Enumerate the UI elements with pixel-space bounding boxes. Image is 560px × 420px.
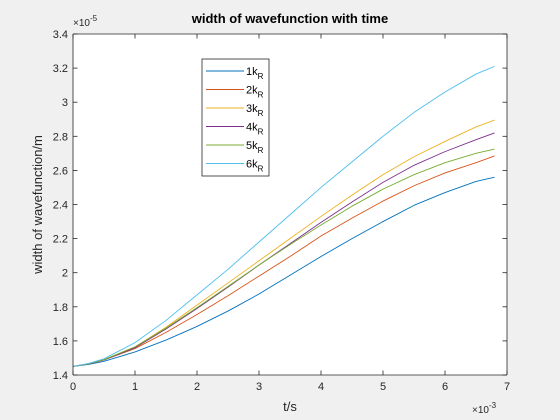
legend-label-5: 5kR	[246, 140, 264, 155]
y-tick-label: 1.8	[53, 302, 68, 314]
legend-label-6: 6kR	[246, 159, 264, 174]
series-line-6	[72, 65, 495, 367]
y-tick-label: 3.2	[53, 63, 68, 75]
y-exponent-base: ×10	[73, 18, 90, 29]
series-line-1	[72, 176, 495, 367]
y-tick-label: 2.8	[53, 131, 68, 143]
y-exponent-power: -5	[90, 14, 98, 23]
y-tick-label: 3.4	[53, 29, 68, 41]
series-layer	[72, 65, 495, 367]
y-tick-label: 1.4	[53, 370, 68, 382]
y-tick-label: 2.4	[53, 200, 68, 212]
x-axis-exponent: ×10-3	[472, 401, 497, 416]
legend-label-subscript: R	[258, 109, 264, 118]
x-tick-label: 1	[132, 381, 138, 393]
legend-label-text: 3k	[246, 103, 258, 115]
plot-area	[73, 34, 507, 375]
legend-label-text: 5k	[246, 140, 258, 152]
x-tick-label: 4	[318, 381, 324, 393]
x-axis-label: t/s	[283, 399, 297, 414]
y-tick-label: 2	[62, 268, 68, 280]
x-tick-label: 5	[380, 381, 386, 393]
legend-label-subscript: R	[258, 128, 264, 137]
x-exponent-power: -3	[489, 401, 497, 410]
legend-label-1: 1kR	[246, 66, 264, 81]
legend-label-text: 1k	[246, 66, 258, 78]
legend-label-2: 2kR	[246, 85, 264, 100]
y-tick-label: 3	[62, 97, 68, 109]
legend-label-3: 3kR	[246, 103, 264, 118]
legend-label-subscript: R	[258, 72, 264, 81]
y-axis-exponent: ×10-5	[73, 14, 98, 29]
legend-label-subscript: R	[258, 91, 264, 100]
chart-title: width of wavefunction with time	[191, 11, 388, 26]
x-tick-label: 2	[194, 381, 200, 393]
x-tick-label: 7	[504, 381, 510, 393]
legend-label-subscript: R	[258, 165, 264, 174]
legend-label-text: 4k	[246, 122, 258, 134]
x-tick-label: 6	[442, 381, 448, 393]
legend-box	[201, 58, 270, 177]
legend-label-text: 2k	[246, 85, 258, 97]
legend-label-text: 6k	[246, 159, 258, 171]
x-tick-label: 0	[70, 381, 76, 393]
series-line-5	[72, 148, 495, 367]
legend-label-subscript: R	[258, 146, 264, 155]
y-tick-label: 2.6	[53, 165, 68, 177]
y-axis-label: width of wavefunction/m	[30, 135, 45, 275]
legend-label-4: 4kR	[246, 122, 264, 137]
y-tick-label: 1.6	[53, 336, 68, 348]
x-exponent-base: ×10	[472, 405, 489, 416]
x-tick-label: 3	[256, 381, 262, 393]
y-tick-label: 2.2	[53, 234, 68, 246]
ticks-layer: 0 1 2 3 4 5 6 7 1.4 1.6 1.8 2 2.2 2.4 2.6 2.8 3 3.2 3.4	[53, 29, 510, 393]
